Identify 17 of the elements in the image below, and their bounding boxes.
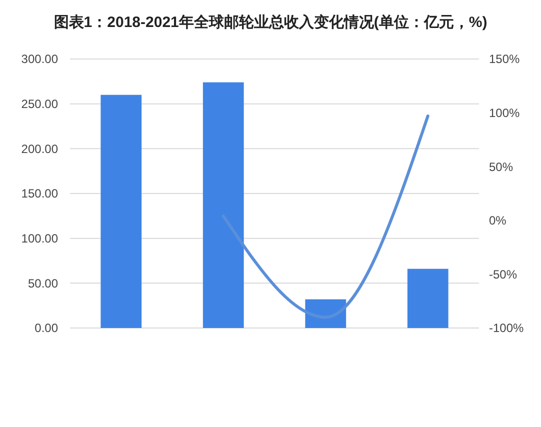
y2-tick-label: -50% bbox=[489, 267, 518, 282]
y-tick-label: 300.00 bbox=[21, 52, 58, 66]
bar bbox=[100, 94, 142, 328]
y2-tick-label: 50% bbox=[489, 160, 514, 174]
y-tick-label: 0.00 bbox=[34, 321, 58, 336]
y2-tick-label: 100% bbox=[489, 106, 520, 120]
y2-tick-label: 0% bbox=[489, 214, 507, 228]
y-tick-label: 200.00 bbox=[21, 142, 58, 156]
y-tick-label: 50.00 bbox=[28, 276, 58, 290]
bar bbox=[202, 82, 244, 328]
y2-tick-label: 150% bbox=[489, 52, 520, 66]
y-tick-label: 150.00 bbox=[21, 186, 58, 201]
bar bbox=[407, 268, 448, 328]
y-tick-label: 250.00 bbox=[21, 97, 58, 112]
chart-title: 图表1：2018-2021年全球邮轮业总收入变化情况(单位：亿元，%) bbox=[54, 13, 488, 31]
y-tick-label: 100.00 bbox=[21, 232, 58, 246]
y2-tick-label: -100% bbox=[489, 321, 524, 336]
